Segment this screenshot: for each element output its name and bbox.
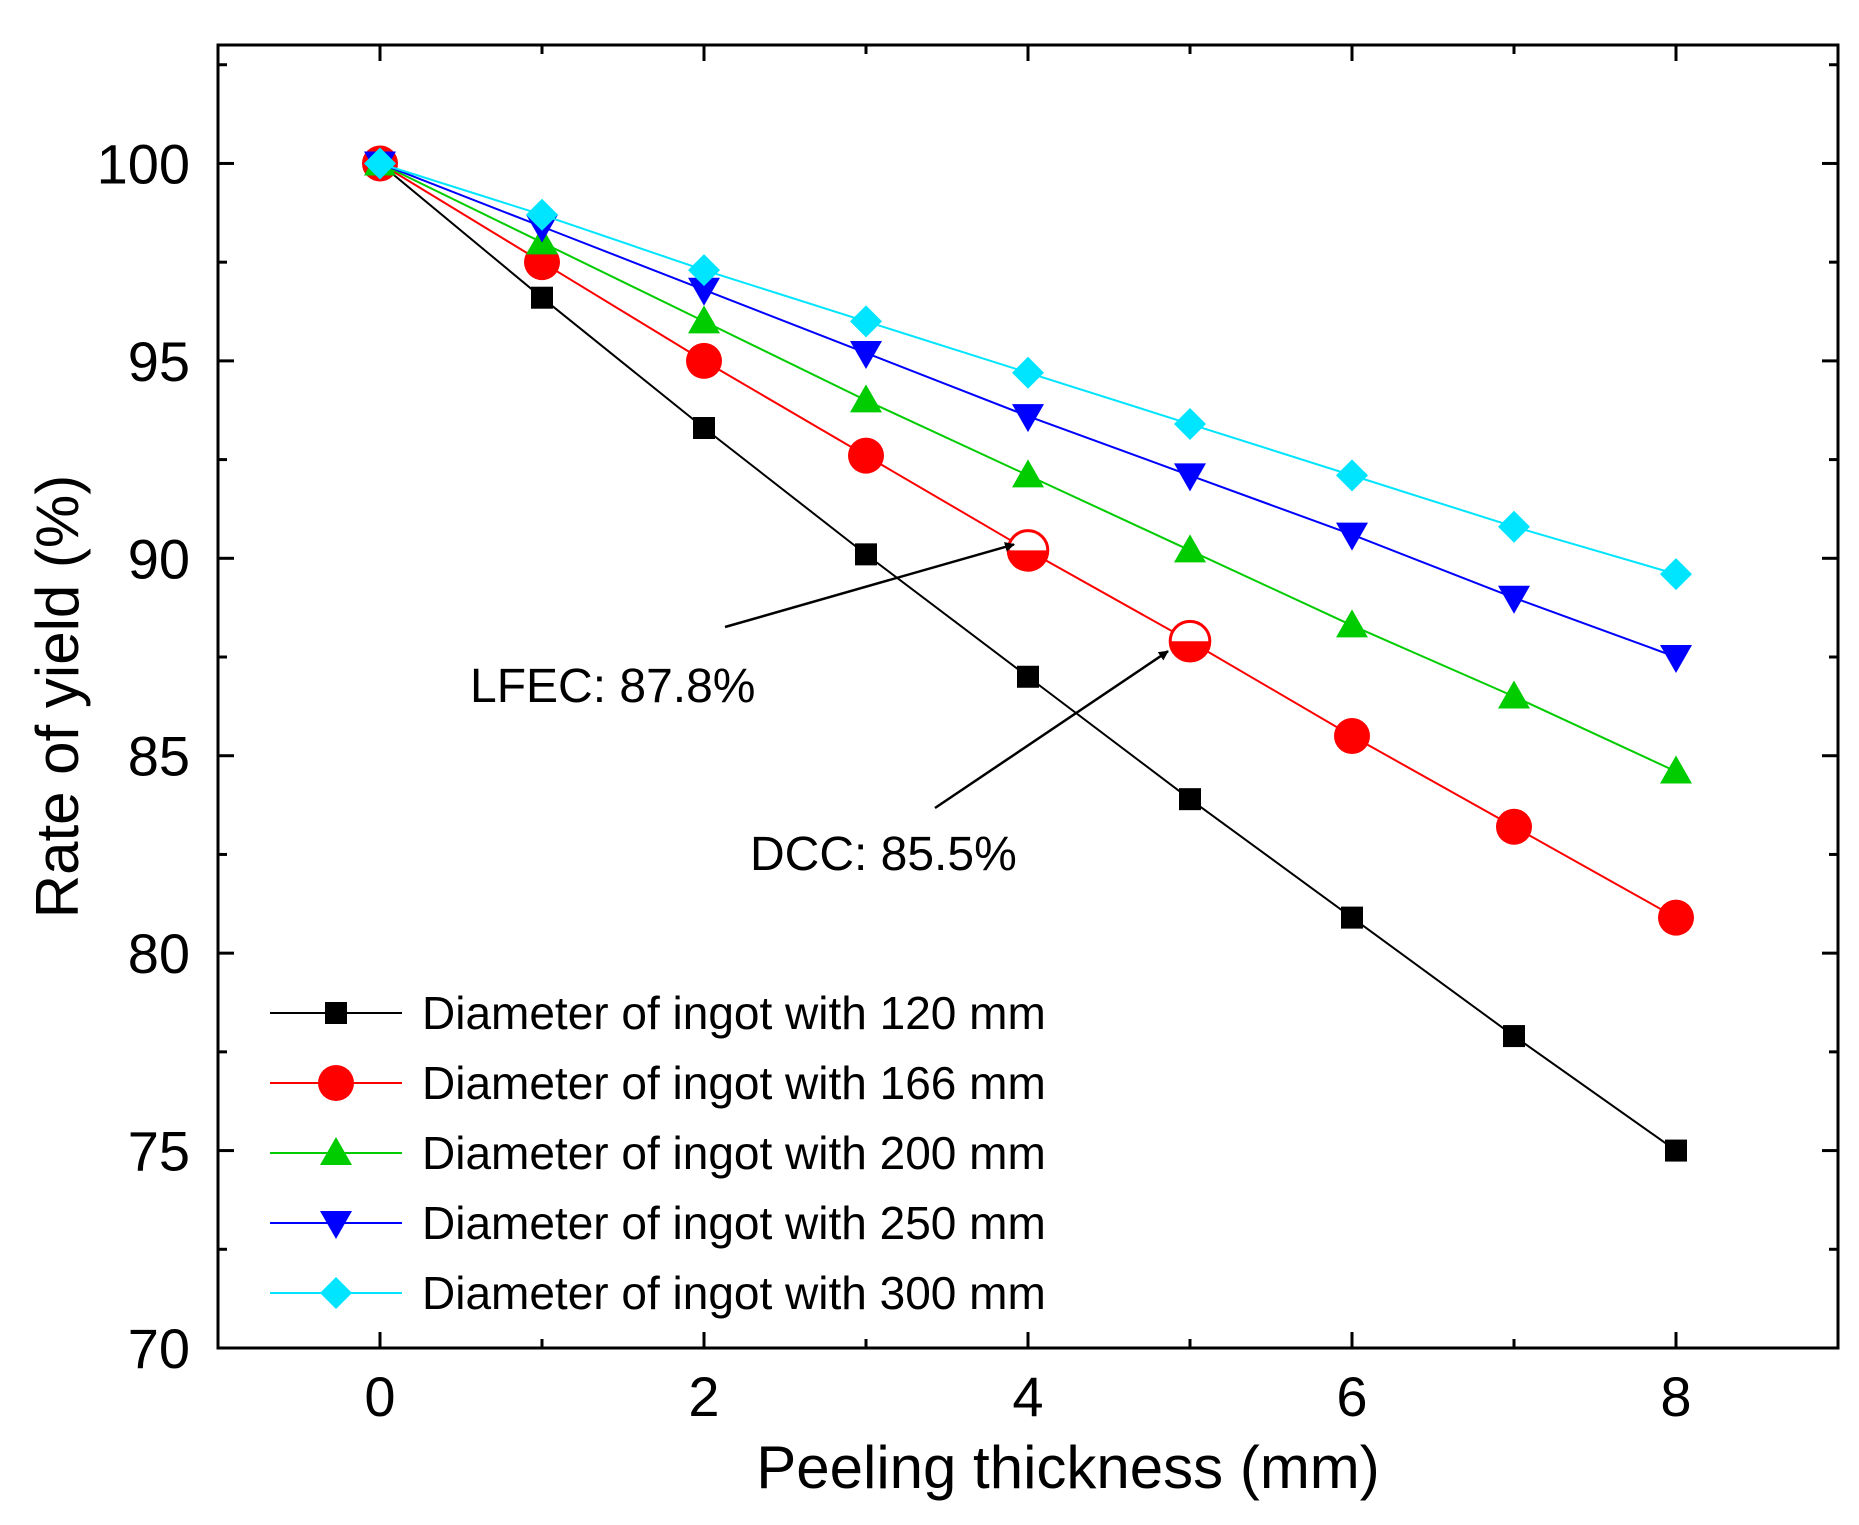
data-point (1179, 788, 1201, 811)
data-point (848, 437, 884, 474)
y-tick-label: 75 (128, 1120, 190, 1183)
data-point (1660, 755, 1692, 784)
y-tick-label: 90 (128, 527, 190, 590)
data-point (364, 147, 396, 180)
annotation-label: DCC: 85.5% (750, 828, 1017, 881)
y-axis-title: Rate of yield (%) (24, 475, 91, 919)
annotation-arrow (934, 650, 1169, 810)
axes: 0 2 4 6 8 70 75 80 85 90 95 100 Peeling thickness (m… (24, 43, 1840, 1501)
data-point (1012, 356, 1044, 389)
legend-entry-4: Diameter of ingot with 250 mm (270, 1197, 1046, 1249)
legend-label: Diameter of ingot with 120 mm (422, 987, 1046, 1039)
x-tick-label: 6 (1336, 1365, 1367, 1428)
data-point (1174, 534, 1206, 563)
y-tick-label: 80 (128, 922, 190, 985)
data-point (1336, 522, 1368, 551)
data-point (526, 198, 558, 231)
y-tick-label: 70 (128, 1317, 190, 1380)
legend-label: Diameter of ingot with 300 mm (422, 1267, 1046, 1319)
data-point (1336, 609, 1368, 638)
x-tick-label: 0 (364, 1365, 395, 1428)
x-tick-label: 4 (1012, 1365, 1043, 1428)
legend-label: Diameter of ingot with 166 mm (422, 1057, 1046, 1109)
data-point (1498, 510, 1530, 543)
legend-marker (320, 1137, 352, 1165)
data-point (1496, 808, 1532, 845)
series-4 (364, 151, 1692, 674)
data-point (855, 543, 877, 566)
data-point (1017, 665, 1039, 688)
legend: Diameter of ingot with 120 mm Diameter of… (270, 987, 1046, 1319)
data-point (1503, 1025, 1525, 1048)
legend-marker (325, 1002, 347, 1024)
data-point (850, 305, 882, 338)
legend-label: Diameter of ingot with 200 mm (422, 1127, 1046, 1179)
legend-entry-1: Diameter of ingot with 120 mm (270, 987, 1046, 1039)
y-tick-label: 100 (97, 132, 190, 195)
x-axis-title: Peeling thickness (mm) (756, 1434, 1380, 1501)
data-point (850, 384, 882, 413)
data-point (1660, 558, 1692, 591)
legend-entry-2: Diameter of ingot with 166 mm (270, 1057, 1046, 1109)
legend-entry-5: Diameter of ingot with 300 mm (270, 1267, 1046, 1319)
data-point (693, 417, 715, 440)
legend-marker (320, 1277, 352, 1309)
annotation-arrow (724, 542, 1015, 629)
data-point (1665, 1139, 1687, 1162)
legend-label: Diameter of ingot with 250 mm (422, 1197, 1046, 1249)
data-point (686, 342, 722, 379)
highlighted-point (1006, 529, 1050, 572)
data-point (1334, 717, 1370, 754)
data-point (688, 305, 720, 334)
series-5 (364, 147, 1692, 591)
x-tick-label: 8 (1660, 1365, 1691, 1428)
series-layer (362, 145, 1694, 1162)
data-point (1012, 459, 1044, 488)
y-tick-label: 85 (128, 725, 190, 788)
data-point (1174, 408, 1206, 441)
x-tick-label: 2 (688, 1365, 719, 1428)
data-point (850, 340, 882, 369)
data-point (1341, 906, 1363, 929)
legend-entry-3: Diameter of ingot with 200 mm (270, 1127, 1046, 1179)
data-point (1660, 645, 1692, 674)
data-point (1498, 585, 1530, 614)
series-2 (362, 145, 1694, 936)
y-tick-label: 95 (128, 330, 190, 393)
data-point (688, 254, 720, 287)
highlighted-point (1168, 619, 1212, 663)
data-point (688, 277, 720, 306)
data-point (1498, 680, 1530, 709)
data-point (1174, 463, 1206, 492)
data-point (1336, 459, 1368, 492)
annotation-label: LFEC: 87.8% (470, 660, 755, 713)
data-point (1658, 899, 1694, 936)
legend-marker (318, 1065, 354, 1101)
annotations: LFEC: 87.8% DCC: 85.5% (470, 542, 1169, 881)
legend-marker (320, 1211, 352, 1239)
data-point (531, 286, 553, 309)
data-point (1012, 404, 1044, 433)
